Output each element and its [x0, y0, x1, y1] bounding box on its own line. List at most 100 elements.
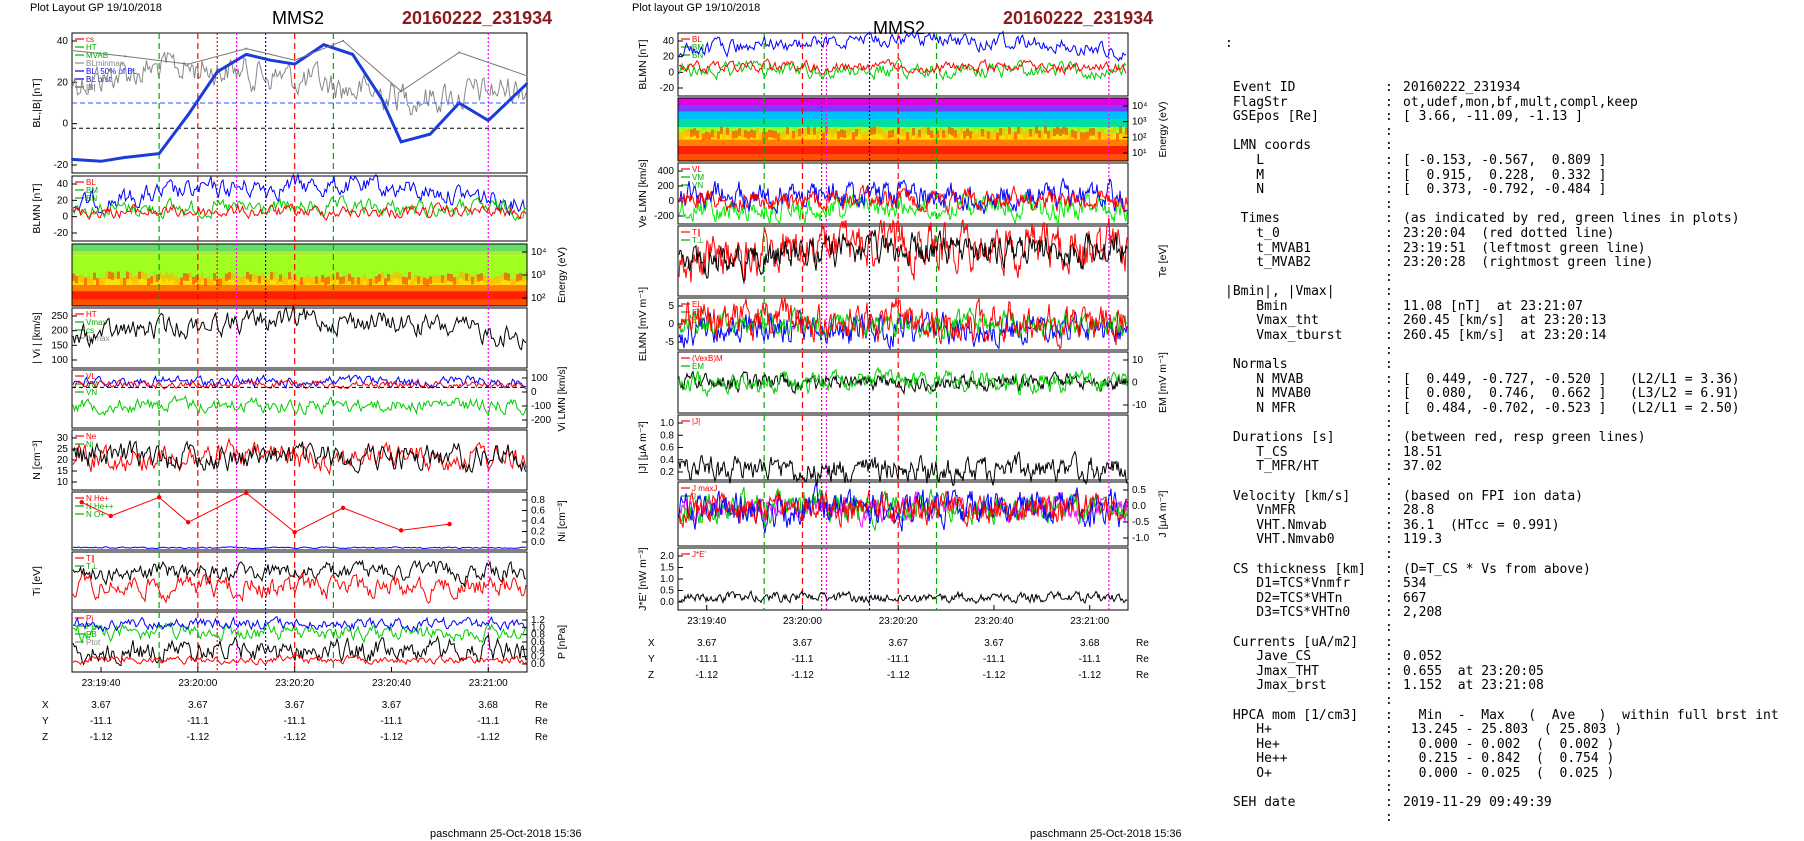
- data-point: [216, 70, 219, 73]
- spectrogram-texture: [177, 277, 180, 286]
- info-colon: :: [1385, 298, 1393, 314]
- spectrogram-texture: [222, 276, 225, 284]
- info-row: :: [1225, 547, 1779, 563]
- spectrogram-texture: [165, 272, 168, 280]
- info-colon: :: [1385, 707, 1393, 723]
- spectrogram-texture: [1062, 126, 1065, 135]
- info-colon: :: [1385, 444, 1393, 460]
- legend-label: Ni: [86, 440, 94, 449]
- info-colon: :: [1385, 152, 1393, 168]
- info-key: M: [1225, 167, 1265, 183]
- spectrogram-texture: [111, 272, 114, 280]
- y-tick-label: 40: [57, 179, 69, 190]
- spectrogram-texture: [1110, 129, 1113, 138]
- y-tick-label: -100: [531, 401, 551, 412]
- spectrogram-band: [72, 255, 527, 279]
- spectrogram-texture: [705, 131, 708, 140]
- data-point: [124, 55, 127, 58]
- spectrogram-texture: [762, 132, 765, 140]
- info-colon: :: [1385, 722, 1393, 738]
- info-row: :: [1225, 124, 1779, 140]
- spectrogram-texture: [156, 274, 159, 282]
- info-row: :: [1225, 270, 1779, 286]
- legend-label: EM: [692, 362, 704, 371]
- spectrogram-texture: [702, 133, 705, 141]
- spectrogram-texture: [198, 277, 201, 285]
- position-value: -1.12: [1078, 670, 1101, 681]
- position-value: 3.67: [188, 700, 208, 711]
- series-line: [72, 633, 527, 667]
- spectrogram-texture: [990, 132, 993, 140]
- y-tick-label: 0.5: [1132, 485, 1146, 496]
- y-axis-label: N [cm⁻³]: [31, 440, 43, 479]
- legend-label: VM: [692, 173, 704, 182]
- spectrogram-texture: [1077, 127, 1080, 135]
- x-tick-label: 23:20:20: [275, 678, 314, 689]
- y-tick-label: 20: [57, 455, 69, 466]
- position-unit: Re: [1136, 638, 1149, 649]
- info-colon: :: [1385, 167, 1393, 183]
- spectrogram-texture: [420, 275, 423, 284]
- panel: 10⁴ 10³ 10² Energy (eV): [71, 243, 568, 307]
- series-line: [72, 621, 527, 644]
- spectrogram-texture: [801, 130, 804, 139]
- spectrogram-texture: [732, 130, 735, 139]
- panel-frame: [71, 491, 528, 551]
- data-point: [185, 520, 191, 525]
- spectrogram-texture: [399, 273, 402, 281]
- spectrogram-texture: [921, 126, 924, 134]
- data-point: [526, 74, 528, 77]
- spectrogram-texture: [1041, 131, 1044, 140]
- info-key: Currents [uA/m2]: [1225, 634, 1359, 650]
- spectrogram-texture: [927, 127, 930, 135]
- y-tick-label: 100: [531, 373, 548, 384]
- info-key: N: [1225, 182, 1265, 198]
- spectrogram-texture: [141, 271, 144, 279]
- info-row: Normals:: [1225, 358, 1779, 373]
- spectrogram-texture: [450, 274, 453, 282]
- info-row: H+: 13.245 - 25.803 ( 25.803 ): [1225, 722, 1779, 738]
- info-row: Jmax_brst:1.152 at 23:21:08: [1225, 679, 1779, 694]
- info-row: O+: 0.000 - 0.025 ( 0.025 ): [1225, 765, 1779, 782]
- y-tick-label: 0.6: [660, 443, 674, 454]
- spectrogram-texture: [741, 129, 744, 138]
- info-colon: :: [1385, 284, 1393, 300]
- spectrogram-texture: [852, 132, 855, 140]
- spectrogram-texture: [1080, 132, 1083, 140]
- spectrogram-texture: [150, 276, 153, 284]
- event-info-panel: : Event ID:20160222_231934 FlagStr: ot,ud…: [1225, 8, 1779, 840]
- info-row: HPCA mom [1/cm3]: Min - Max ( Ave ) with…: [1225, 707, 1779, 724]
- y-tick-label: 20: [57, 195, 69, 206]
- info-value: 0.000 - 0.002 ( 0.002 ): [1403, 736, 1615, 752]
- info-key: Jmax_THT: [1225, 663, 1319, 679]
- spectrogram-texture: [960, 127, 963, 135]
- spectrogram-texture: [96, 278, 99, 286]
- info-row: SEH date:2019-11-29 09:49:39: [1225, 795, 1779, 811]
- y-tick-label: 20: [663, 52, 675, 63]
- spectrogram-texture: [780, 131, 783, 140]
- info-colon: :: [1385, 138, 1393, 154]
- info-colon: :: [1385, 430, 1393, 446]
- spectrogram-band: [72, 299, 527, 306]
- info-value: 0.000 - 0.025 ( 0.025 ): [1403, 765, 1615, 781]
- y-tick-label: 1.0: [660, 418, 674, 429]
- info-colon: :: [1385, 211, 1393, 227]
- legend-label: |J|: [692, 417, 700, 426]
- info-row: Event ID:20160222_231934: [1225, 80, 1779, 96]
- position-value: -1.12: [695, 670, 718, 681]
- spectrogram-texture: [426, 278, 429, 287]
- spectrogram-texture: [1017, 126, 1020, 135]
- y-tick-label: 200: [51, 326, 68, 337]
- spectrogram-texture: [978, 129, 981, 138]
- y-tick-label: 25: [57, 444, 69, 455]
- spectrogram-texture: [159, 271, 162, 279]
- panel-frame: [677, 97, 1129, 162]
- data-point: [398, 528, 404, 533]
- data-point: [447, 521, 452, 527]
- spectrogram-texture: [135, 276, 138, 284]
- legend-label: T⊥: [692, 236, 704, 245]
- legend-label: BLminmax: [86, 59, 124, 68]
- panel-frame: [71, 551, 528, 611]
